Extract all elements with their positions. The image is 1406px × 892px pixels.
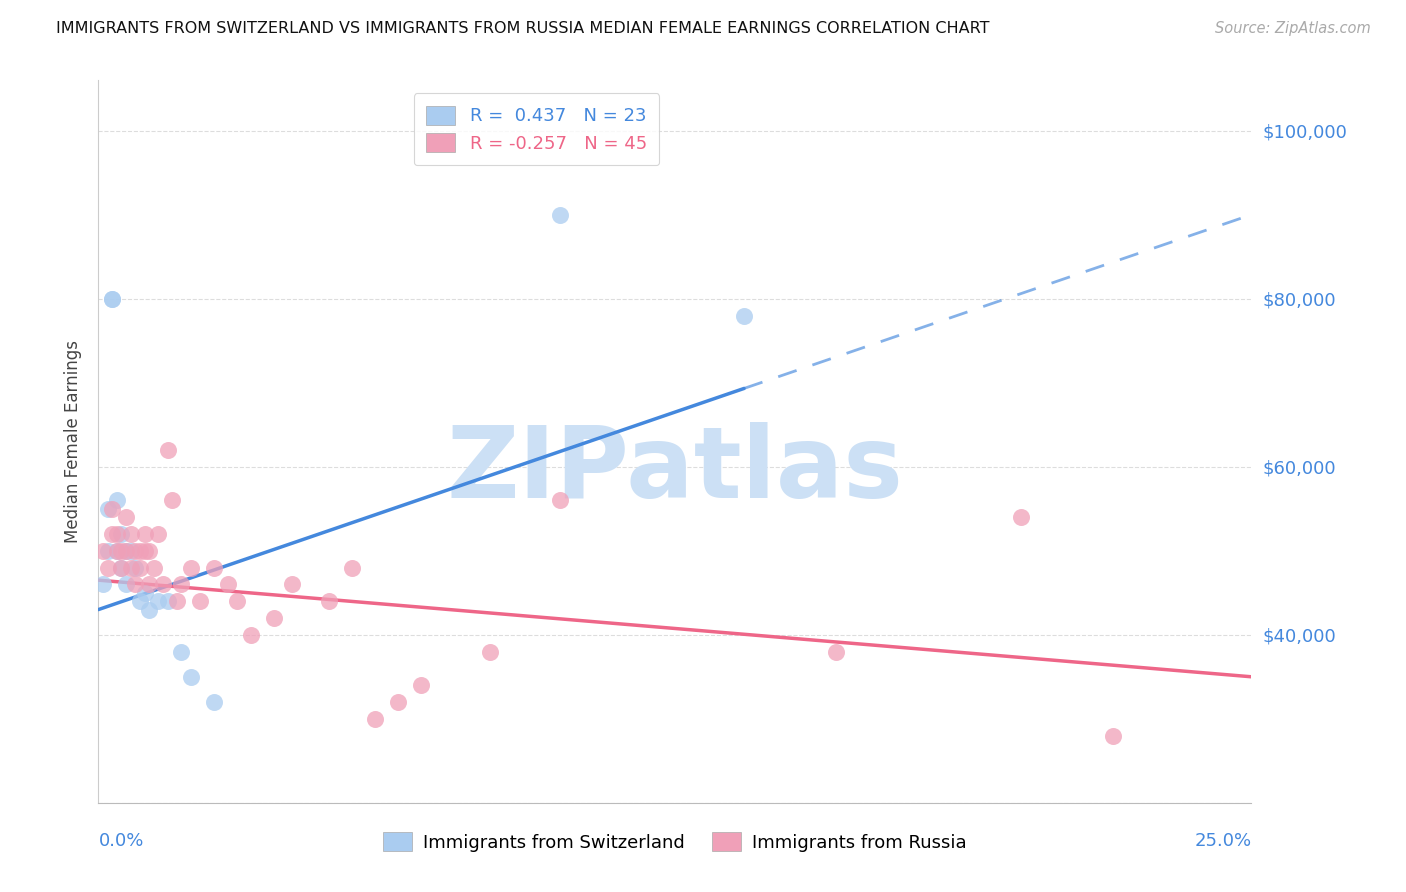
Point	[411, 678, 433, 692]
Text: ZIPatlas: ZIPatlas	[447, 422, 903, 519]
Point	[138, 577, 160, 591]
Point	[138, 543, 160, 558]
Point	[387, 695, 409, 709]
Point	[129, 543, 152, 558]
Y-axis label: Median Female Earnings: Median Female Earnings	[63, 340, 82, 543]
Point	[156, 594, 179, 608]
Text: 0.0%: 0.0%	[98, 831, 143, 850]
Point	[105, 543, 128, 558]
Point	[110, 527, 132, 541]
Text: IMMIGRANTS FROM SWITZERLAND VS IMMIGRANTS FROM RUSSIA MEDIAN FEMALE EARNINGS COR: IMMIGRANTS FROM SWITZERLAND VS IMMIGRANT…	[56, 21, 990, 36]
Point	[548, 493, 571, 508]
Point	[124, 543, 146, 558]
Point	[115, 543, 138, 558]
Point	[239, 628, 262, 642]
Point	[105, 493, 128, 508]
Point	[91, 543, 114, 558]
Point	[101, 501, 124, 516]
Point	[129, 594, 152, 608]
Point	[134, 586, 156, 600]
Point	[825, 644, 848, 658]
Point	[110, 560, 132, 574]
Point	[120, 543, 142, 558]
Point	[548, 208, 571, 222]
Point	[156, 442, 179, 457]
Point	[105, 527, 128, 541]
Point	[97, 543, 120, 558]
Point	[263, 611, 285, 625]
Point	[110, 560, 132, 574]
Point	[188, 594, 211, 608]
Point	[1102, 729, 1125, 743]
Point	[115, 510, 138, 524]
Point	[101, 292, 124, 306]
Point	[281, 577, 304, 591]
Point	[97, 560, 120, 574]
Point	[479, 644, 502, 658]
Point	[124, 560, 146, 574]
Point	[202, 560, 225, 574]
Point	[148, 527, 170, 541]
Point	[180, 670, 202, 684]
Point	[105, 543, 128, 558]
Point	[142, 560, 165, 574]
Point	[134, 543, 156, 558]
Point	[115, 577, 138, 591]
Point	[124, 577, 146, 591]
Text: Source: ZipAtlas.com: Source: ZipAtlas.com	[1215, 21, 1371, 36]
Point	[160, 493, 183, 508]
Point	[134, 527, 156, 541]
Point	[152, 577, 174, 591]
Point	[166, 594, 188, 608]
Text: 25.0%: 25.0%	[1194, 831, 1251, 850]
Point	[225, 594, 247, 608]
Point	[733, 309, 755, 323]
Point	[170, 644, 193, 658]
Point	[97, 501, 120, 516]
Point	[91, 577, 114, 591]
Point	[120, 527, 142, 541]
Point	[340, 560, 363, 574]
Point	[217, 577, 239, 591]
Point	[110, 543, 132, 558]
Point	[318, 594, 340, 608]
Point	[364, 712, 387, 726]
Point	[202, 695, 225, 709]
Point	[170, 577, 193, 591]
Point	[101, 292, 124, 306]
Point	[115, 543, 138, 558]
Point	[129, 560, 152, 574]
Point	[180, 560, 202, 574]
Point	[138, 602, 160, 616]
Legend: Immigrants from Switzerland, Immigrants from Russia: Immigrants from Switzerland, Immigrants …	[377, 825, 973, 859]
Point	[120, 560, 142, 574]
Point	[1010, 510, 1032, 524]
Point	[101, 527, 124, 541]
Point	[148, 594, 170, 608]
